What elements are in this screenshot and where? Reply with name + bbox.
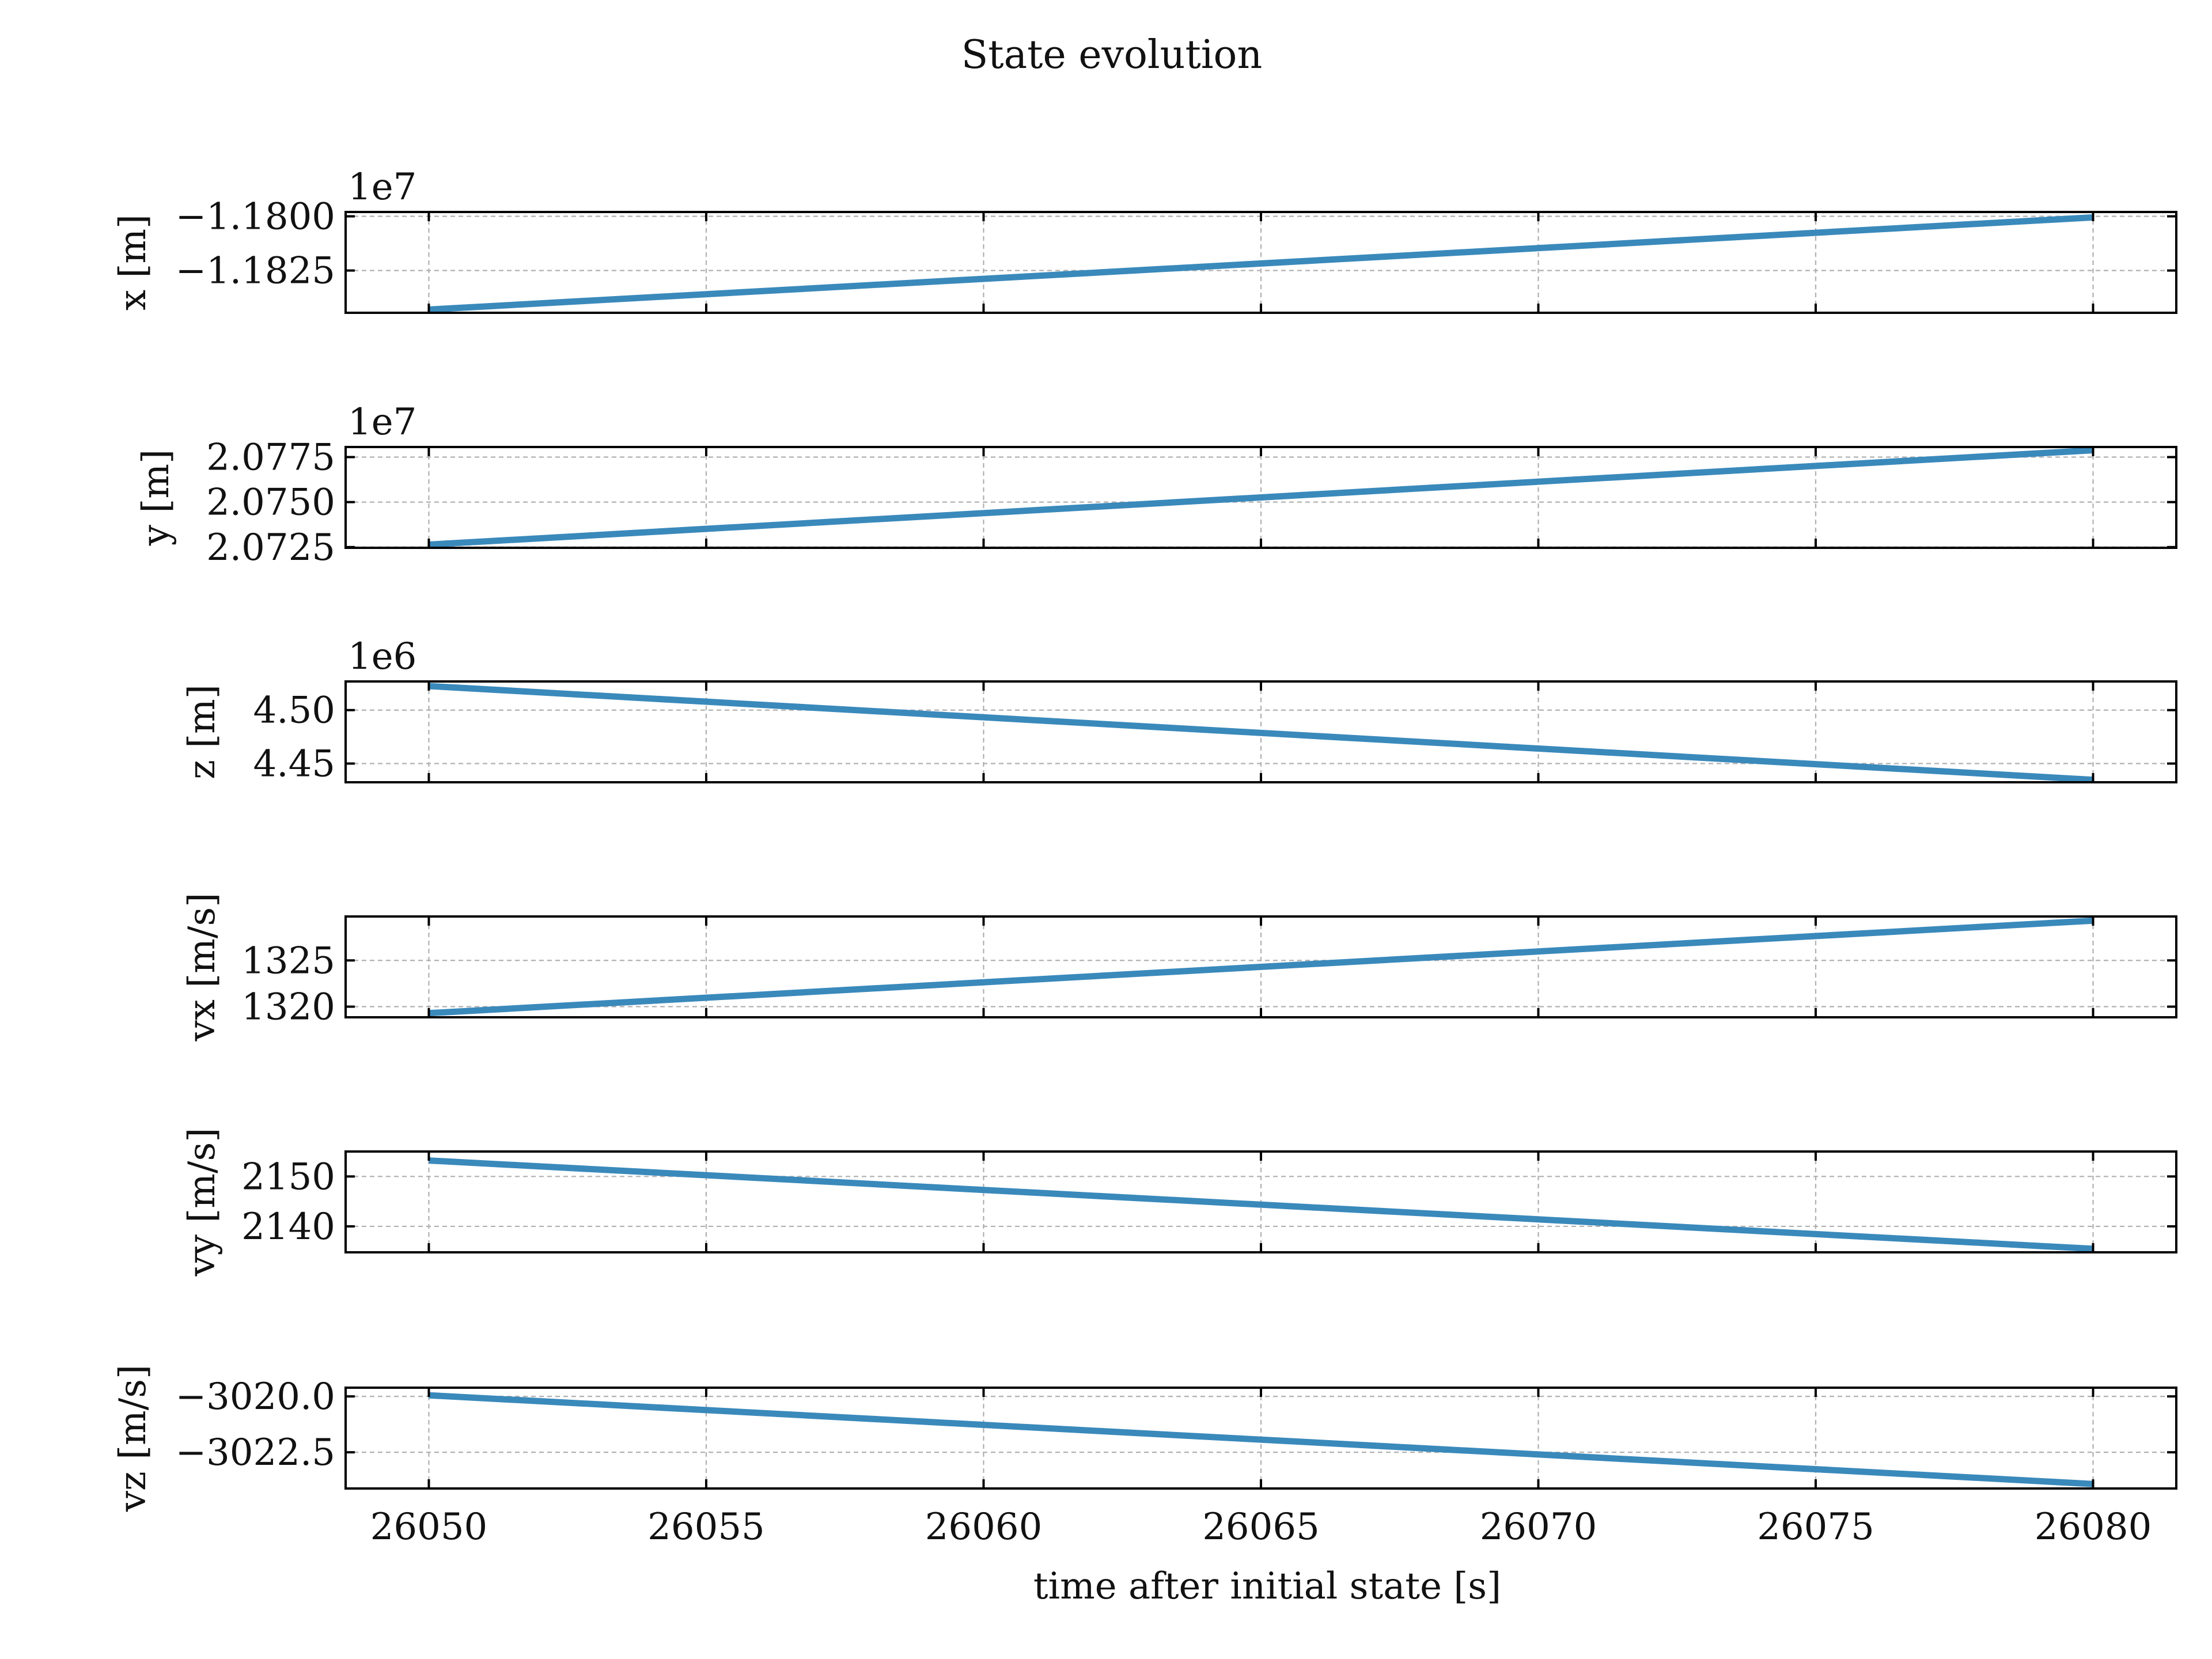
axis-offset-label: 1e7 (348, 401, 416, 444)
series-line-5 (429, 1157, 2093, 1252)
figure-title: State evolution (961, 32, 1263, 78)
y-axis-label: vz [m/s] (112, 1365, 154, 1512)
x-tick-label: 26055 (647, 1506, 765, 1548)
y-axis-label: vy [m/s] (181, 1128, 224, 1277)
x-tick-label: 26075 (1757, 1506, 1874, 1548)
series-line-3 (429, 683, 2093, 783)
y-tick-label: 2140 (241, 1206, 335, 1248)
series-line-1 (429, 214, 2093, 313)
y-axis-label: z [m] (181, 684, 224, 779)
x-tick-labels: 26050 26055 26060 26065 26070 26075 26080 (370, 1506, 2152, 1548)
y-tick-label: 1320 (241, 986, 335, 1029)
axis-offset-label: 1e7 (348, 166, 416, 209)
x-axis-label: time after initial state [s] (1033, 1565, 1501, 1608)
y-tick-label: 1325 (241, 940, 335, 982)
y-axis-label: vx [m/s] (181, 893, 224, 1042)
y-tick-label: 2.0775 (206, 437, 335, 479)
subplot-6: −3020.0 −3022.5 vz [m/s] (112, 1365, 2177, 1512)
subplot-5: 2150 2140 vy [m/s] (181, 1128, 2177, 1277)
axis-offset-label: 1e6 (348, 635, 416, 678)
series-line-2 (429, 447, 2093, 548)
y-tick-label: 2.0725 (206, 527, 335, 569)
y-tick-label: −1.1800 (175, 196, 335, 238)
x-tick-label: 26060 (925, 1506, 1043, 1548)
subplots: −1.1800 −1.1825 1e7 x [m] 2.07752.07502.0725… (112, 166, 2177, 1512)
x-tick-label: 26050 (370, 1506, 488, 1548)
y-tick-label: 2.0750 (206, 482, 335, 524)
y-axis-label: x [m] (112, 214, 154, 310)
y-tick-label: 4.50 (253, 690, 336, 732)
series-line-4 (429, 917, 2093, 1017)
x-tick-label: 26070 (1480, 1506, 1597, 1548)
y-tick-label: −3022.5 (175, 1431, 335, 1474)
subplot-3: 4.50 4.45 1e6 z [m] (181, 635, 2177, 786)
y-axis-label: y [m] (135, 449, 177, 546)
y-tick-label: −3020.0 (175, 1376, 335, 1418)
y-tick-label: 4.45 (253, 743, 336, 786)
x-tick-label: 26065 (1202, 1506, 1320, 1548)
y-tick-label: 2150 (241, 1156, 335, 1198)
series-line-6 (429, 1392, 2093, 1487)
subplot-1: −1.1800 −1.1825 1e7 x [m] (112, 166, 2177, 314)
x-tick-label: 26080 (2035, 1506, 2152, 1548)
y-tick-label: −1.1825 (175, 250, 335, 293)
